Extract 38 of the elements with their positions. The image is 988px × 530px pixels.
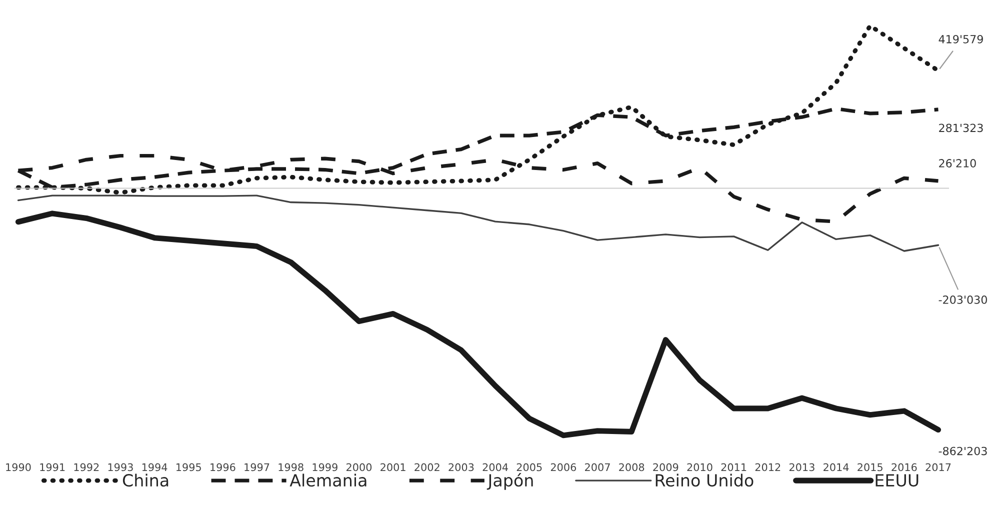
x-tick-label: 1997 xyxy=(244,463,270,472)
data-label: -203'030 xyxy=(938,296,987,304)
x-tick-label: 2007 xyxy=(585,463,610,472)
x-tick-label: 2017 xyxy=(926,463,951,472)
x-tick-label: 2008 xyxy=(619,463,644,472)
x-tick-label: 2014 xyxy=(824,463,849,472)
x-tick-label: 2010 xyxy=(687,463,712,472)
x-tick-label: 2000 xyxy=(346,463,372,472)
x-tick-label: 2011 xyxy=(721,463,746,472)
x-tick-label: 1994 xyxy=(142,463,168,472)
legend-label: Alemania xyxy=(290,474,366,487)
x-tick-label: 2001 xyxy=(380,463,406,472)
x-tick-label: 1993 xyxy=(108,463,133,472)
x-tick-label: 1995 xyxy=(176,463,201,472)
x-tick-label: 2006 xyxy=(550,463,576,472)
data-label: -862'203 xyxy=(938,446,987,456)
x-tick-label: 2013 xyxy=(789,463,814,472)
x-tick-label: 2016 xyxy=(892,463,917,472)
legend-label: EEUU xyxy=(876,474,918,487)
x-tick-label: 1990 xyxy=(6,463,31,472)
x-tick-label: 2002 xyxy=(414,463,440,472)
x-tick-label: 2005 xyxy=(516,463,542,472)
x-tick-label: 2009 xyxy=(653,463,678,472)
legend-label: China xyxy=(122,474,168,487)
x-tick-label: 1992 xyxy=(74,463,99,472)
x-tick-label: 1999 xyxy=(312,463,338,472)
data-label: 281'323 xyxy=(939,124,983,132)
x-tick-label: 1998 xyxy=(278,463,304,472)
x-tick-label: 2003 xyxy=(448,463,474,472)
x-tick-label: 2015 xyxy=(858,463,882,472)
legend-label: Japón xyxy=(486,473,533,490)
x-tick-label: 2012 xyxy=(755,463,780,472)
x-tick-label: 2004 xyxy=(482,463,508,472)
data-label: 419'579 xyxy=(938,34,983,44)
legend-label: Reino Unido xyxy=(656,474,754,487)
data-label: 26'210 xyxy=(939,159,976,168)
x-tick-label: 1996 xyxy=(210,463,236,472)
x-tick-label: 1991 xyxy=(40,463,65,472)
